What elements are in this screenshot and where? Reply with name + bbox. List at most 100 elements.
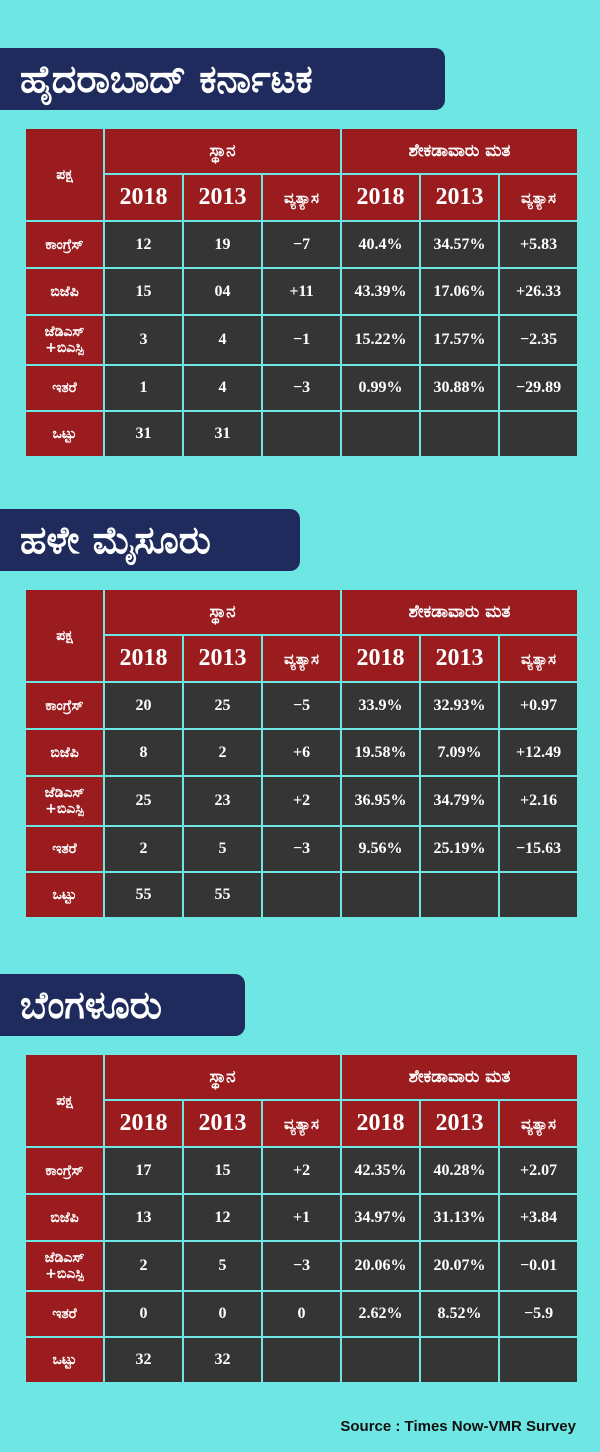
year-2018-header: 2018 (340, 173, 422, 222)
vote-2018: 43.39% (340, 267, 422, 316)
seats-header: ಸ್ಥಾನ (102, 1053, 343, 1101)
party-name: ಜೆಡಿಎಸ್ +ಬಿಎಸ್ಪಿ (24, 314, 105, 366)
seats-diff: −7 (260, 220, 343, 269)
seats-2013: 31 (182, 410, 263, 458)
party-name: ಒಟ್ಟು (24, 871, 105, 919)
table-row: ಜೆಡಿಎಸ್ +ಬಿಎಸ್ಪಿ 2 5 −3 20.06% 20.07% −0… (24, 1240, 580, 1292)
table-row: ಇತರೆ 0 0 0 2.62% 8.52% −5.9 (24, 1290, 580, 1338)
vote-2018 (340, 871, 422, 919)
year-2018-header: 2018 (103, 173, 184, 222)
vote-2013: 30.88% (419, 364, 501, 412)
seats-2018: 2 (103, 1240, 184, 1292)
seats-diff: +11 (260, 267, 343, 316)
table-row: ಜೆಡಿಎಸ್ +ಬಿಎಸ್ಪಿ 25 23 +2 36.95% 34.79% … (24, 775, 580, 827)
party-header: ಪಕ್ಷ (24, 1053, 105, 1148)
year-2013-header: 2013 (182, 1099, 263, 1148)
year-2013-header: 2013 (419, 1099, 501, 1148)
party-name: ಬಿಜೆಪಿ (24, 267, 105, 316)
vote-2018: 42.35% (340, 1146, 422, 1195)
vote-2013: 7.09% (419, 728, 501, 777)
table-row: ಒಟ್ಟು 31 31 (24, 410, 580, 458)
seats-2018: 20 (103, 681, 184, 730)
seats-2018: 13 (103, 1193, 184, 1242)
vote-diff (498, 871, 580, 919)
difference-header: ವ್ಯತ್ಯಾಸ (260, 173, 343, 222)
party-header: ಪಕ್ಷ (24, 588, 105, 683)
vote-diff (498, 1336, 580, 1384)
vote-2018: 19.58% (340, 728, 422, 777)
vote-diff: −5.9 (498, 1290, 580, 1338)
party-name: ಜೆಡಿಎಸ್ +ಬಿಎಸ್ಪಿ (24, 1240, 105, 1292)
seats-diff: −5 (260, 681, 343, 730)
seats-diff (260, 871, 343, 919)
vote-2018: 9.56% (340, 825, 422, 873)
party-name: ಬಿಜೆಪಿ (24, 728, 105, 777)
year-2018-header: 2018 (340, 634, 422, 683)
seats-2013: 23 (182, 775, 263, 827)
region-title: ಹಳೇ ಮೈಸೂರು (20, 517, 211, 562)
party-name: ಒಟ್ಟು (24, 1336, 105, 1384)
table-row: ಬಿಜೆಪಿ 8 2 +6 19.58% 7.09% +12.49 (24, 728, 580, 777)
vote-2013: 31.13% (419, 1193, 501, 1242)
seats-2013: 15 (182, 1146, 263, 1195)
seats-2013: 4 (182, 314, 263, 366)
vote-diff: −0.01 (498, 1240, 580, 1292)
vote-percent-header: ಶೇಕಡಾವಾರು ಮತ (340, 588, 580, 636)
vote-2013: 17.57% (419, 314, 501, 366)
vote-2013: 32.93% (419, 681, 501, 730)
seats-diff: −3 (260, 364, 343, 412)
seats-2018: 8 (103, 728, 184, 777)
region-title-banner: ಬೆಂಗಳೂರು (0, 974, 245, 1036)
vote-2013 (419, 871, 501, 919)
party-name: ಬಿಜೆಪಿ (24, 1193, 105, 1242)
vote-2018: 15.22% (340, 314, 422, 366)
year-2013-header: 2013 (419, 634, 501, 683)
vote-diff: +5.83 (498, 220, 580, 269)
seats-diff: +2 (260, 1146, 343, 1195)
year-2013-header: 2013 (182, 634, 263, 683)
party-name: ಕಾಂಗ್ರೆಸ್ (24, 681, 105, 730)
source-credit: Source : Times Now-VMR Survey (340, 1418, 576, 1435)
results-table: ಪಕ್ಷ ಸ್ಥಾನ ಶೇಕಡಾವಾರು ಮತ 2018 2013 ವ್ಯತ್ಯ… (24, 127, 580, 458)
vote-2013: 8.52% (419, 1290, 501, 1338)
party-name: ಇತರೆ (24, 825, 105, 873)
seats-2018: 12 (103, 220, 184, 269)
table-row: ಒಟ್ಟು 32 32 (24, 1336, 580, 1384)
table-row: ಕಾಂಗ್ರೆಸ್ 17 15 +2 42.35% 40.28% +2.07 (24, 1146, 580, 1195)
table-row: ಕಾಂಗ್ರೆಸ್ 12 19 −7 40.4% 34.57% +5.83 (24, 220, 580, 269)
difference-header: ವ್ಯತ್ಯಾಸ (498, 173, 580, 222)
difference-header: ವ್ಯತ್ಯಾಸ (498, 1099, 580, 1148)
seats-2013: 12 (182, 1193, 263, 1242)
vote-2018: 33.9% (340, 681, 422, 730)
year-2013-header: 2013 (182, 173, 263, 222)
results-table: ಪಕ್ಷ ಸ್ಥಾನ ಶೇಕಡಾವಾರು ಮತ 2018 2013 ವ್ಯತ್ಯ… (24, 588, 580, 919)
party-name: ಜೆಡಿಎಸ್ +ಬಿಎಸ್ಪಿ (24, 775, 105, 827)
seats-2018: 3 (103, 314, 184, 366)
seats-header: ಸ್ಥಾನ (102, 127, 343, 175)
difference-header: ವ್ಯತ್ಯಾಸ (260, 1099, 343, 1148)
seats-2018: 17 (103, 1146, 184, 1195)
seats-2018: 15 (103, 267, 184, 316)
region-title-banner: ಹಳೇ ಮೈಸೂರು (0, 509, 300, 571)
seats-2013: 32 (182, 1336, 263, 1384)
seats-2018: 31 (103, 410, 184, 458)
year-2018-header: 2018 (340, 1099, 422, 1148)
table-row: ಜೆಡಿಎಸ್ +ಬಿಎಸ್ಪಿ 3 4 −1 15.22% 17.57% −2… (24, 314, 580, 366)
vote-diff: +0.97 (498, 681, 580, 730)
vote-2013: 17.06% (419, 267, 501, 316)
results-table: ಪಕ್ಷ ಸ್ಥಾನ ಶೇಕಡಾವಾರು ಮತ 2018 2013 ವ್ಯತ್ಯ… (24, 1053, 580, 1384)
vote-2013 (419, 1336, 501, 1384)
party-name: ಕಾಂಗ್ರೆಸ್ (24, 1146, 105, 1195)
party-header: ಪಕ್ಷ (24, 127, 105, 222)
seats-2018: 0 (103, 1290, 184, 1338)
seats-2013: 2 (182, 728, 263, 777)
vote-2018: 20.06% (340, 1240, 422, 1292)
seats-diff: −3 (260, 825, 343, 873)
vote-diff (498, 410, 580, 458)
seats-diff: +6 (260, 728, 343, 777)
seats-2018: 2 (103, 825, 184, 873)
difference-header: ವ್ಯತ್ಯಾಸ (260, 634, 343, 683)
party-name: ಕಾಂಗ್ರೆಸ್ (24, 220, 105, 269)
vote-diff: +12.49 (498, 728, 580, 777)
vote-diff: −2.35 (498, 314, 580, 366)
